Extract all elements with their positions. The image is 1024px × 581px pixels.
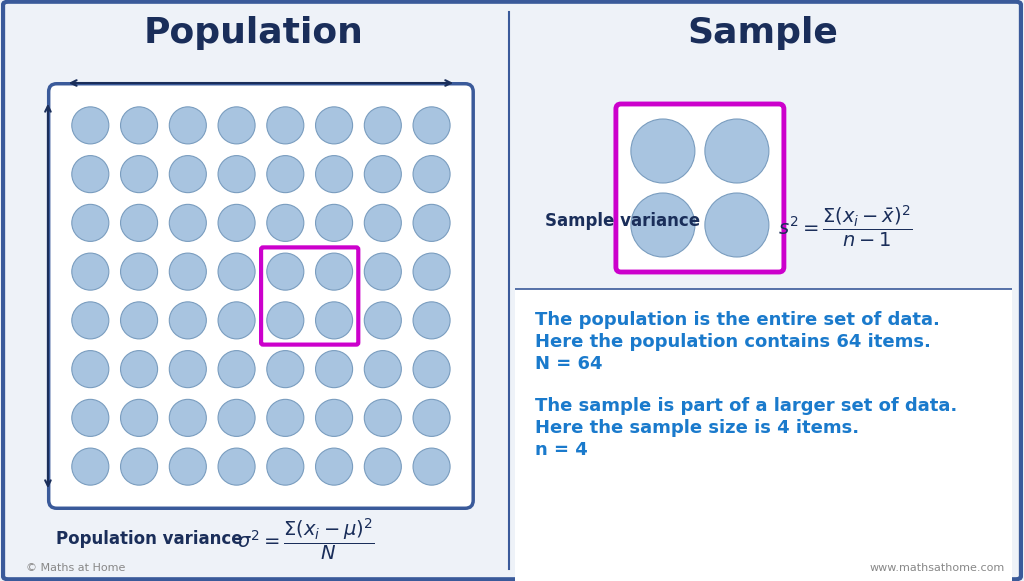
Circle shape — [121, 448, 158, 485]
Circle shape — [315, 205, 352, 241]
Circle shape — [315, 350, 352, 388]
Circle shape — [169, 302, 207, 339]
Circle shape — [121, 205, 158, 241]
Circle shape — [72, 448, 109, 485]
Text: © Maths at Home: © Maths at Home — [26, 563, 125, 573]
Circle shape — [169, 156, 207, 193]
Circle shape — [315, 302, 352, 339]
Circle shape — [315, 448, 352, 485]
Circle shape — [121, 253, 158, 290]
Circle shape — [121, 156, 158, 193]
Text: Here the population contains 64 items.: Here the population contains 64 items. — [535, 333, 931, 351]
Circle shape — [413, 448, 451, 485]
Text: The sample is part of a larger set of data.: The sample is part of a larger set of da… — [535, 397, 957, 415]
Circle shape — [72, 302, 109, 339]
Circle shape — [705, 119, 769, 183]
Circle shape — [121, 350, 158, 388]
Circle shape — [169, 350, 207, 388]
Circle shape — [218, 302, 255, 339]
Text: Population: Population — [144, 16, 364, 50]
Circle shape — [121, 302, 158, 339]
Text: $s^2 = \dfrac{\Sigma(x_i - \bar{x})^2}{n - 1}$: $s^2 = \dfrac{\Sigma(x_i - \bar{x})^2}{n… — [777, 203, 912, 249]
FancyBboxPatch shape — [615, 104, 784, 272]
Circle shape — [218, 205, 255, 241]
Circle shape — [72, 253, 109, 290]
Circle shape — [315, 253, 352, 290]
Circle shape — [413, 302, 451, 339]
Circle shape — [267, 302, 304, 339]
Circle shape — [413, 156, 451, 193]
Text: Sample variance: Sample variance — [545, 212, 700, 230]
Text: N = 64: N = 64 — [535, 355, 602, 373]
Circle shape — [365, 107, 401, 144]
Circle shape — [169, 448, 207, 485]
Circle shape — [413, 205, 451, 241]
Text: Sample: Sample — [687, 16, 839, 50]
Circle shape — [631, 119, 695, 183]
Circle shape — [218, 399, 255, 436]
Circle shape — [267, 253, 304, 290]
Circle shape — [365, 253, 401, 290]
Text: www.mathsathome.com: www.mathsathome.com — [869, 563, 1005, 573]
Circle shape — [365, 399, 401, 436]
Text: Population variance: Population variance — [56, 530, 243, 548]
Text: Here the sample size is 4 items.: Here the sample size is 4 items. — [535, 419, 859, 437]
Circle shape — [72, 399, 109, 436]
Circle shape — [218, 350, 255, 388]
Circle shape — [631, 193, 695, 257]
Circle shape — [218, 156, 255, 193]
Circle shape — [72, 350, 109, 388]
Circle shape — [267, 399, 304, 436]
Circle shape — [218, 253, 255, 290]
Circle shape — [267, 350, 304, 388]
Circle shape — [365, 448, 401, 485]
Circle shape — [413, 107, 451, 144]
Circle shape — [365, 156, 401, 193]
Bar — [515, 289, 1012, 581]
Circle shape — [121, 107, 158, 144]
Text: n = 4: n = 4 — [535, 441, 588, 459]
FancyBboxPatch shape — [49, 84, 473, 508]
Circle shape — [315, 399, 352, 436]
Circle shape — [267, 205, 304, 241]
Circle shape — [218, 448, 255, 485]
Circle shape — [267, 107, 304, 144]
Circle shape — [267, 448, 304, 485]
Circle shape — [267, 156, 304, 193]
Circle shape — [72, 156, 109, 193]
Circle shape — [169, 107, 207, 144]
Text: The population is the entire set of data.: The population is the entire set of data… — [535, 311, 940, 329]
Circle shape — [315, 156, 352, 193]
Circle shape — [121, 399, 158, 436]
Text: $\sigma^2 = \dfrac{\Sigma(x_i - \mu)^2}{N}$: $\sigma^2 = \dfrac{\Sigma(x_i - \mu)^2}{… — [238, 516, 375, 562]
Circle shape — [413, 399, 451, 436]
Circle shape — [705, 193, 769, 257]
Circle shape — [413, 350, 451, 388]
Circle shape — [365, 350, 401, 388]
Circle shape — [218, 107, 255, 144]
Circle shape — [169, 399, 207, 436]
Circle shape — [413, 253, 451, 290]
Circle shape — [72, 107, 109, 144]
Circle shape — [315, 107, 352, 144]
Circle shape — [169, 253, 207, 290]
Circle shape — [169, 205, 207, 241]
Circle shape — [365, 205, 401, 241]
Circle shape — [365, 302, 401, 339]
Circle shape — [72, 205, 109, 241]
